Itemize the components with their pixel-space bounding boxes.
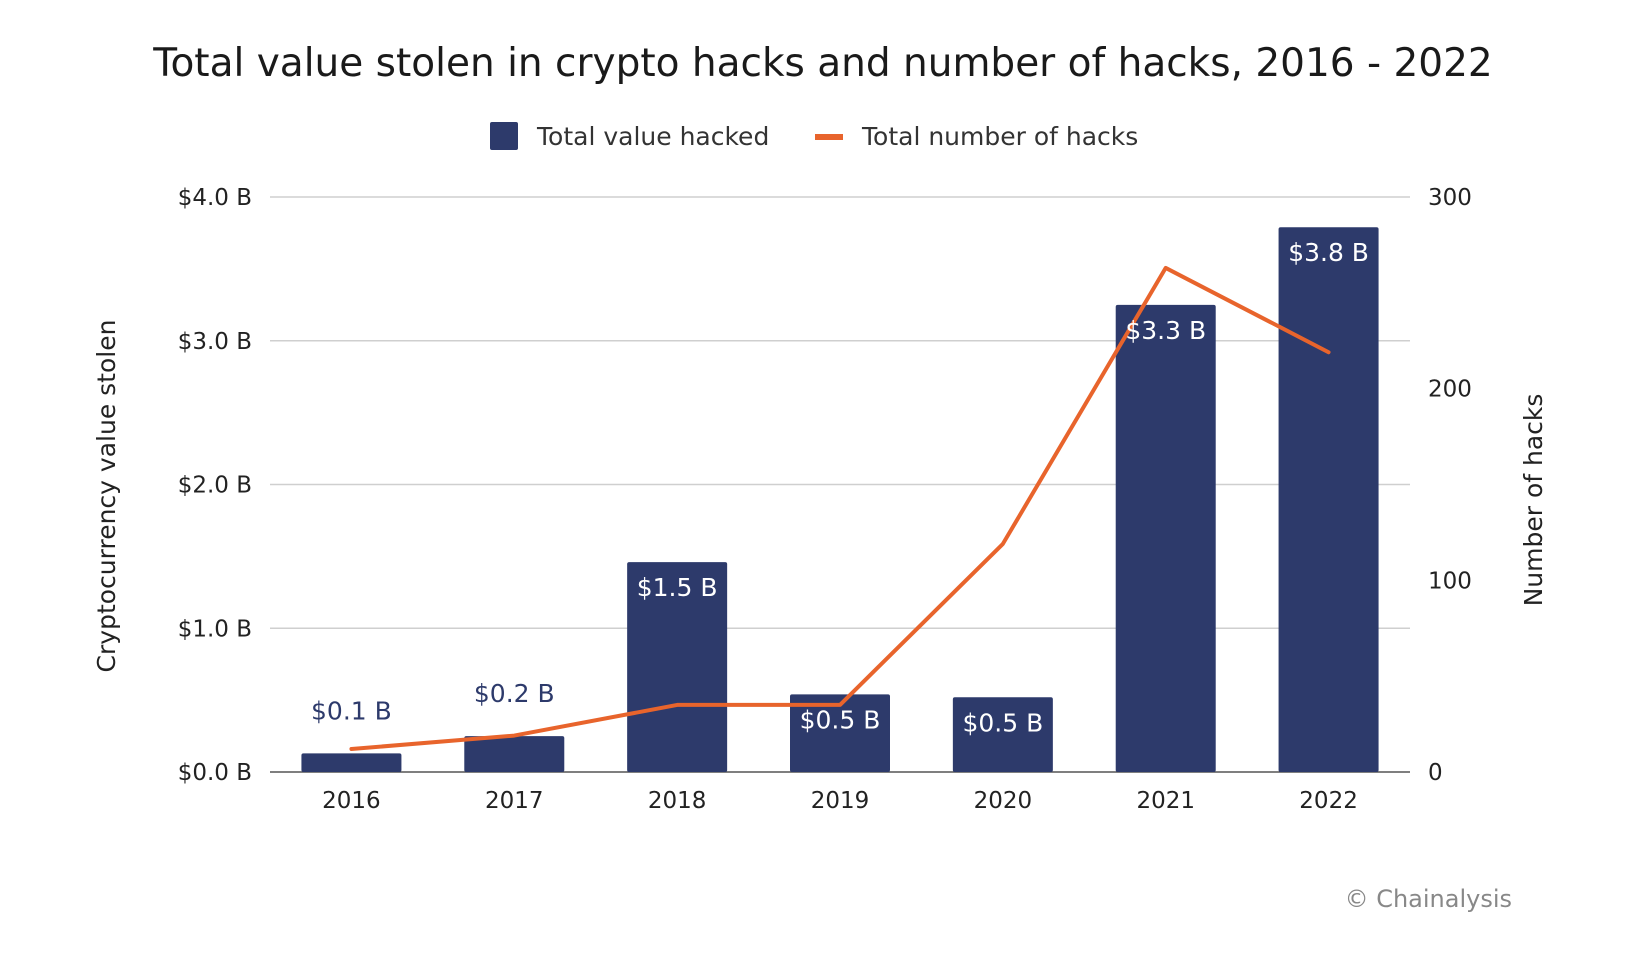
right-tick-label: 200 [1428, 377, 1472, 403]
bar-data-label: $3.3 B [1125, 316, 1206, 345]
bar-data-label: $0.5 B [800, 705, 881, 734]
bar-2019 [790, 694, 890, 772]
x-tick-label: 2017 [485, 788, 544, 814]
right-tick-label: 300 [1428, 185, 1472, 211]
left-tick-label: $2.0 B [178, 473, 252, 499]
bar-data-label: $1.5 B [637, 573, 718, 602]
bar-series [301, 227, 1379, 772]
legend-label-line: Total number of hacks [861, 122, 1138, 151]
bar-2020 [952, 697, 1053, 772]
x-tick-label: 2018 [648, 788, 707, 814]
left-tick-label: $4.0 B [178, 185, 252, 211]
legend-swatch-bar [490, 122, 518, 150]
bar-data-label: $0.2 B [474, 679, 555, 708]
legend-label-bar: Total value hacked [536, 122, 769, 151]
x-axis-ticks: 2016 2017 2018 2019 2020 2021 2022 [322, 788, 1358, 814]
legend-swatch-line [815, 134, 843, 140]
x-tick-label: 2019 [811, 788, 870, 814]
chart-title: Total value stolen in crypto hacks and n… [152, 41, 1492, 86]
left-tick-label: $3.0 B [178, 329, 252, 355]
bar-2017 [464, 736, 565, 772]
legend: Total value hacked Total number of hacks [490, 122, 1138, 151]
x-tick-label: 2022 [1299, 788, 1358, 814]
gridlines [270, 196, 1410, 773]
x-tick-label: 2021 [1136, 788, 1195, 814]
bar-2022 [1278, 227, 1379, 772]
left-tick-label: $0.0 B [178, 760, 252, 786]
bar-2021 [1115, 304, 1216, 772]
right-tick-label: 100 [1428, 568, 1472, 594]
bar-2018 [627, 562, 728, 772]
bar-data-label: $3.8 B [1288, 238, 1369, 267]
bar-data-labels: $0.1 B $0.2 B $1.5 B $0.5 B $0.5 B $3.3 B $3.8… [311, 238, 1369, 737]
source-credit: © Chainalysis [1345, 885, 1512, 913]
right-axis-ticks: 0 100 200 300 [1428, 185, 1472, 786]
right-tick-label: 0 [1428, 760, 1443, 786]
left-tick-label: $1.0 B [178, 616, 252, 642]
line-series [349, 265, 1331, 751]
left-axis-title: Cryptocurrency value stolen [92, 320, 121, 673]
x-tick-label: 2016 [322, 788, 381, 814]
x-tick-label: 2020 [974, 788, 1033, 814]
bar-2016 [301, 753, 402, 772]
bar-data-label: $0.1 B [311, 696, 392, 725]
right-axis-title: Number of hacks [1519, 394, 1548, 607]
left-axis-ticks: $0.0 B $1.0 B $2.0 B $3.0 B $4.0 B [178, 185, 252, 786]
bar-data-label: $0.5 B [962, 708, 1043, 737]
